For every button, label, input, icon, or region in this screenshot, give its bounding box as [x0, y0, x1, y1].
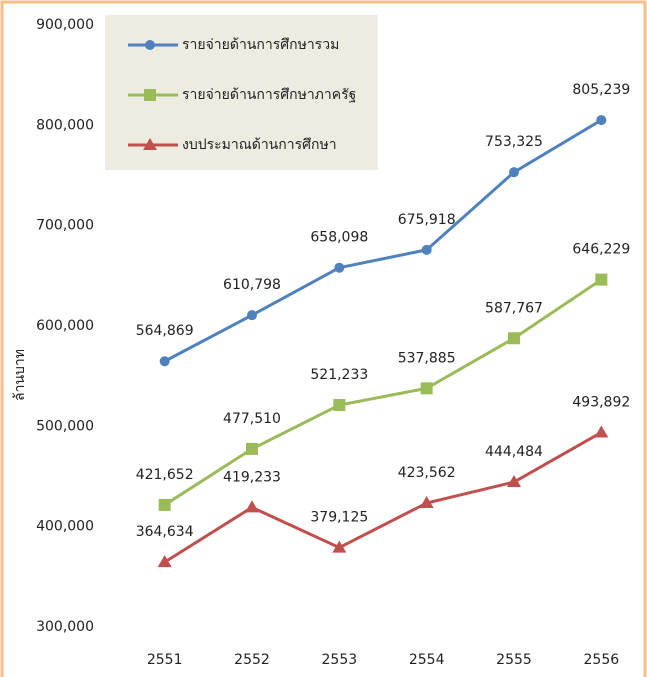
- data-label: 423,562: [398, 465, 456, 481]
- series-line: [163, 278, 603, 507]
- data-label: 564,869: [136, 323, 194, 339]
- point-marker: [246, 442, 258, 455]
- x-tick-label: 2552: [234, 652, 270, 668]
- point-marker: [159, 356, 170, 367]
- y-tick-label: 300,000: [36, 619, 94, 635]
- point-marker: [332, 540, 347, 553]
- point-marker: [420, 382, 433, 395]
- point-marker: [595, 273, 608, 286]
- data-label: 753,325: [485, 134, 543, 150]
- data-label: 587,767: [485, 300, 543, 316]
- x-tick-label: 2551: [147, 652, 183, 668]
- y-tick-label: 900,000: [36, 17, 94, 33]
- data-label: 610,798: [223, 277, 281, 293]
- point-marker: [334, 262, 345, 273]
- point-marker: [596, 115, 607, 126]
- data-label: 419,233: [223, 469, 281, 485]
- data-label: 521,233: [310, 367, 368, 383]
- point-marker: [247, 310, 257, 321]
- point-marker: [245, 500, 259, 513]
- x-tick-label: 2554: [409, 652, 445, 668]
- data-label: 537,885: [398, 350, 456, 366]
- series-line: [163, 431, 603, 564]
- y-tick-label: 400,000: [36, 519, 94, 535]
- point-marker: [509, 167, 519, 178]
- point-marker: [419, 496, 434, 509]
- point-marker: [158, 498, 171, 511]
- legend-marker: [145, 40, 155, 50]
- x-tick-label: 2555: [496, 652, 532, 668]
- point-marker: [421, 244, 432, 255]
- y-tick-label: 600,000: [36, 318, 94, 334]
- data-label: 379,125: [310, 510, 368, 526]
- series-line: [163, 118, 603, 363]
- data-label: 364,634: [136, 524, 194, 540]
- point-marker: [333, 399, 346, 412]
- point-marker: [508, 332, 520, 345]
- data-label: 421,652: [136, 467, 194, 483]
- point-marker: [157, 555, 172, 568]
- point-marker: [507, 475, 521, 488]
- y-tick-label: 500,000: [36, 418, 94, 434]
- point-marker: [594, 425, 609, 438]
- y-tick-label: 800,000: [36, 117, 94, 133]
- data-label: 675,918: [398, 212, 456, 228]
- data-label: 477,510: [223, 411, 281, 427]
- y-tick-label: 700,000: [36, 218, 94, 234]
- legend-label: รายจ่ายด้านการศึกษารวม: [182, 37, 339, 53]
- data-label: 805,239: [572, 82, 630, 98]
- x-tick-label: 2556: [584, 652, 620, 668]
- y-axis-label: ล้านบาท: [12, 349, 28, 401]
- legend-marker: [143, 138, 157, 150]
- data-label: 658,098: [310, 230, 368, 246]
- legend-marker: [144, 89, 156, 101]
- data-label: 444,484: [485, 444, 543, 460]
- legend-label: งบประมาณด้านการศึกษา: [182, 137, 337, 153]
- legend-label: รายจ่ายด้านการศึกษาภาครัฐ: [182, 87, 356, 103]
- x-tick-label: 2553: [322, 652, 358, 668]
- data-label: 646,229: [572, 242, 630, 258]
- data-label: 493,892: [572, 394, 630, 410]
